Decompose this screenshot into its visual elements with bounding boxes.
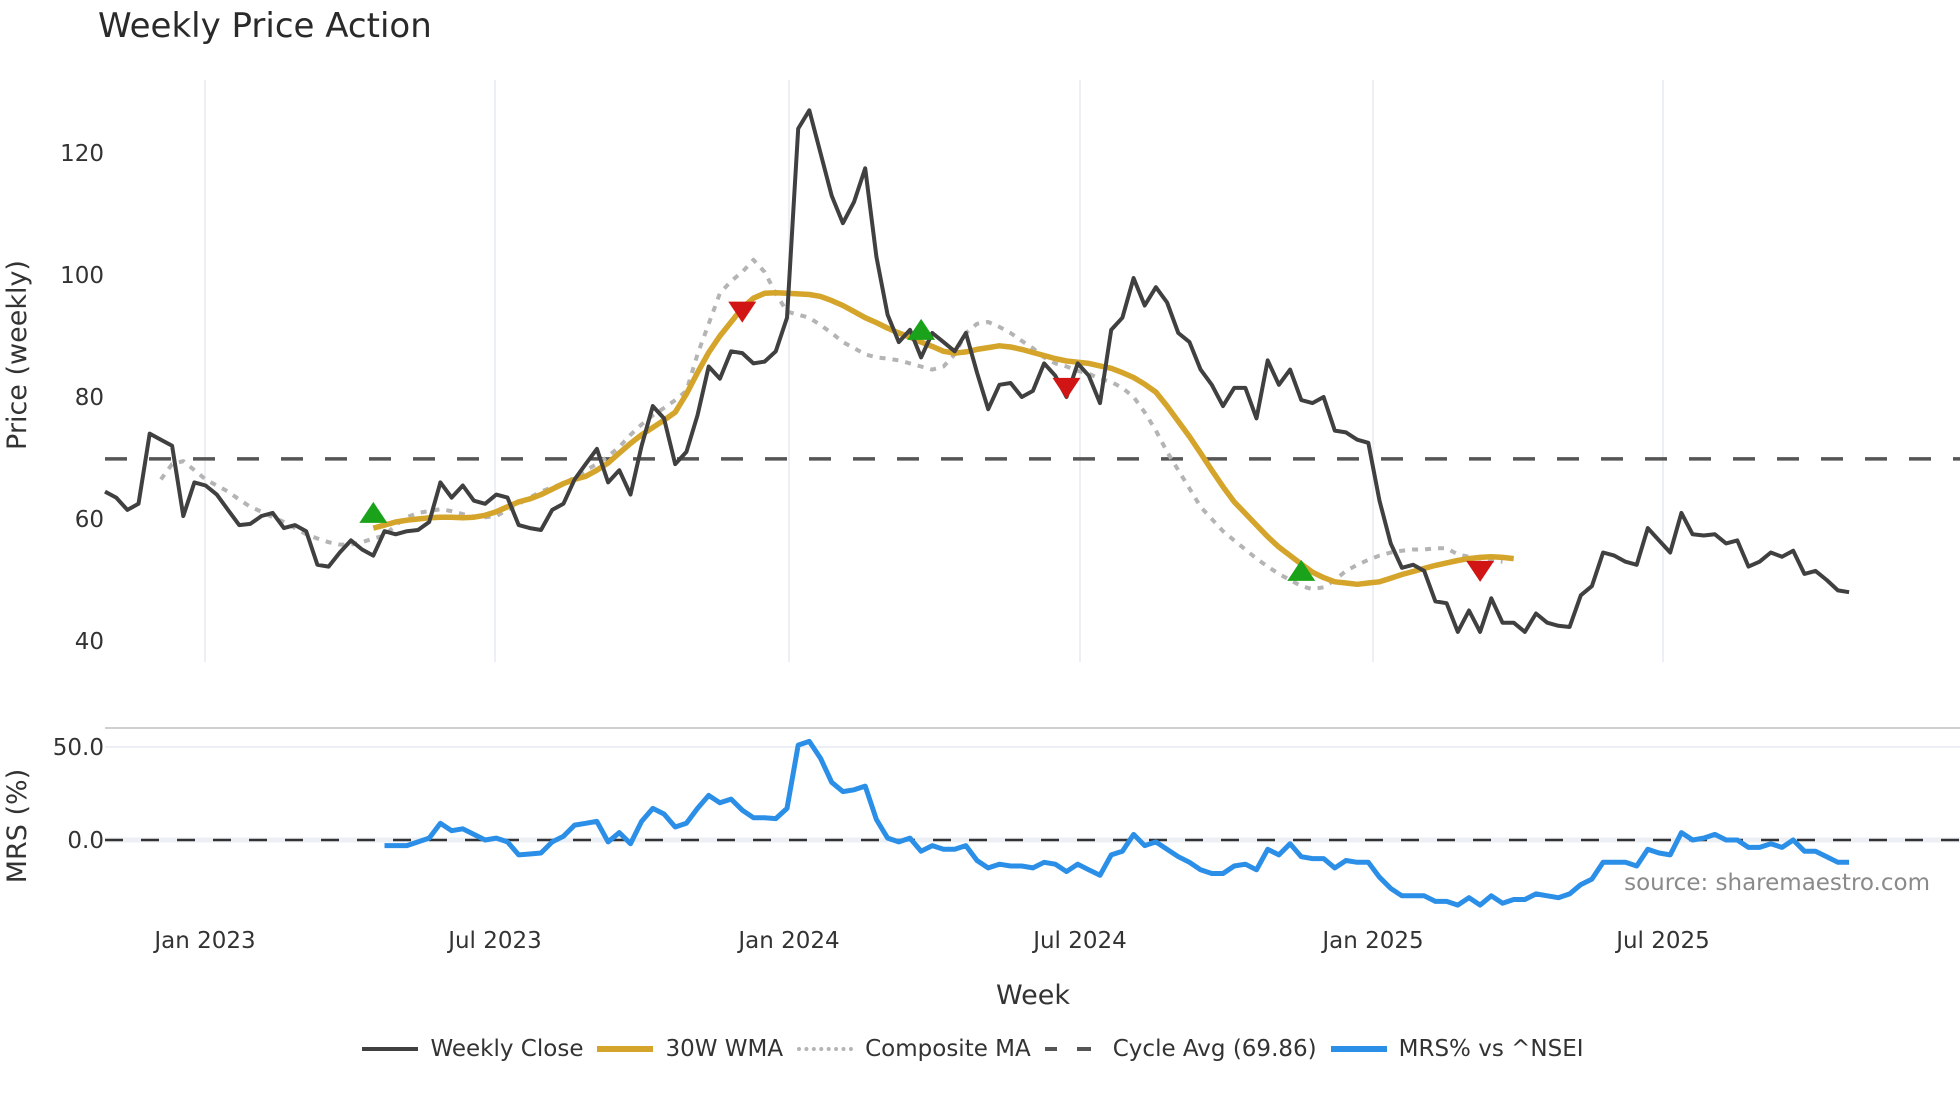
x-axis-label: Week	[996, 980, 1070, 1011]
y-tick-label: 0.0	[67, 828, 104, 854]
buy-signal-marker	[359, 501, 388, 523]
x-tick-label: Jan 2023	[152, 928, 255, 954]
series-layer	[104, 108, 1960, 908]
legend-swatch-icon	[1044, 1047, 1101, 1051]
composite-ma-line	[159, 257, 1503, 592]
y-tick-label: 40	[75, 629, 104, 655]
legend-label: Weekly Close	[430, 1036, 584, 1062]
y-tick-label: 100	[60, 263, 104, 289]
mrs-grid	[105, 727, 1960, 843]
sell-signal-marker	[1466, 560, 1495, 582]
legend-swatch-icon	[1330, 1046, 1387, 1052]
x-tick-label: Jul 2024	[1031, 928, 1127, 954]
legend-label: 30W WMA	[665, 1036, 784, 1062]
y-tick-label: 120	[60, 141, 104, 167]
mrs-y-axis-label: MRS (%)	[2, 769, 33, 884]
x-axis: Jan 2023 Jul 2023 Jan 2024 Jul 2024 Jan 2025…	[152, 928, 1709, 954]
buy-signal-marker	[1287, 559, 1316, 581]
y-tick-label: 50.0	[53, 735, 104, 761]
legend: Weekly Close 30W WMA Composite MA Cycle Avg…	[0, 1036, 1960, 1062]
price-y-axis-label: Price (weekly)	[2, 260, 33, 450]
price-y-axis: 40 60 80 100 120	[60, 141, 104, 655]
legend-item[interactable]: MRS% vs ^NSEI	[1330, 1036, 1584, 1062]
legend-label: MRS% vs ^NSEI	[1398, 1036, 1584, 1062]
x-tick-label: Jan 2024	[736, 928, 839, 954]
legend-item[interactable]: Weekly Close	[362, 1036, 583, 1062]
x-tick-label: Jan 2025	[1320, 928, 1423, 954]
legend-item[interactable]: Cycle Avg (69.86)	[1044, 1036, 1317, 1062]
legend-swatch-icon	[797, 1047, 854, 1051]
mrs-y-axis: 0.0 50.0	[53, 735, 104, 854]
mrs-vs-nsei-line	[384, 738, 1850, 908]
sell-signal-marker	[1052, 377, 1081, 399]
x-tick-label: Jul 2025	[1614, 928, 1710, 954]
30w-wma-line	[372, 289, 1514, 588]
x-tick-label: Jul 2023	[446, 928, 542, 954]
buy-signal-marker	[907, 318, 936, 340]
legend-label: Cycle Avg (69.86)	[1112, 1036, 1317, 1062]
signal-markers	[359, 301, 1495, 582]
legend-swatch-icon	[362, 1047, 419, 1051]
y-tick-label: 80	[75, 385, 104, 411]
sell-signal-marker	[728, 301, 757, 323]
legend-item[interactable]: 30W WMA	[597, 1036, 783, 1062]
legend-item[interactable]: Composite MA	[797, 1036, 1031, 1062]
chart-title: Weekly Price Action	[98, 6, 432, 46]
y-tick-label: 60	[75, 507, 104, 533]
source-annotation: source: sharemaestro.com	[1624, 870, 1930, 896]
legend-swatch-icon	[597, 1046, 654, 1052]
weekly-close-line	[104, 108, 1850, 634]
legend-label: Composite MA	[865, 1036, 1031, 1062]
